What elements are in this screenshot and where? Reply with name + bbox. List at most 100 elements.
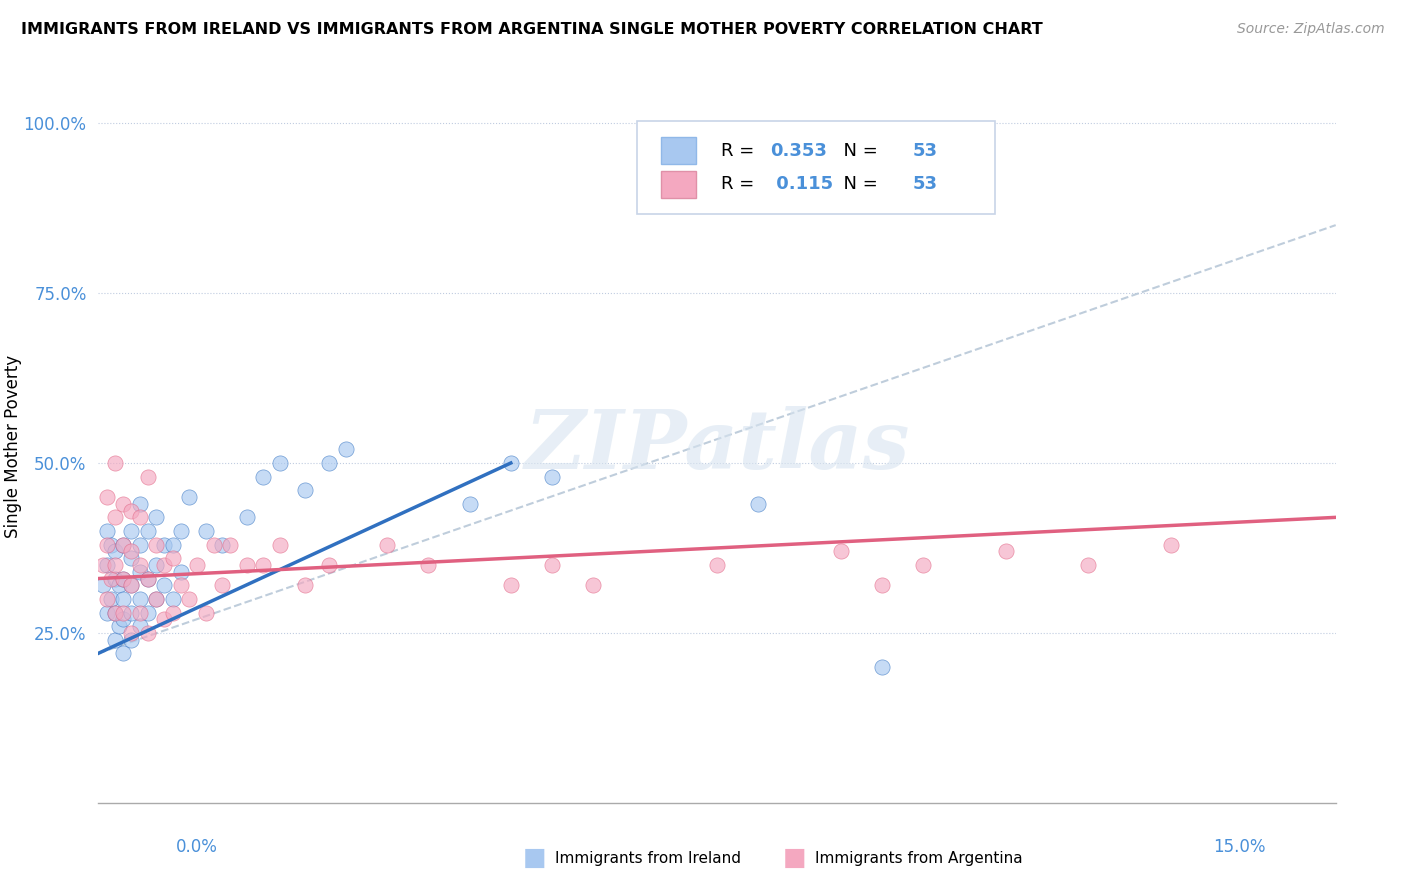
Point bbox=[120, 551, 142, 566]
Point bbox=[582, 578, 605, 592]
Point bbox=[128, 497, 150, 511]
Point bbox=[120, 626, 142, 640]
Point bbox=[236, 558, 259, 572]
Point bbox=[136, 572, 159, 586]
Point bbox=[145, 558, 167, 572]
Point bbox=[136, 524, 159, 538]
Point bbox=[136, 626, 159, 640]
Point bbox=[499, 456, 522, 470]
Point bbox=[104, 456, 127, 470]
Point bbox=[112, 646, 135, 660]
Point bbox=[128, 558, 150, 572]
Point bbox=[120, 578, 142, 592]
Point bbox=[120, 503, 142, 517]
Point bbox=[96, 606, 118, 620]
Point bbox=[211, 578, 233, 592]
Point bbox=[112, 572, 135, 586]
Point bbox=[870, 660, 893, 674]
Point bbox=[541, 558, 564, 572]
Point bbox=[186, 558, 208, 572]
Point bbox=[211, 537, 233, 551]
Point bbox=[162, 551, 184, 566]
Point bbox=[318, 456, 340, 470]
Text: 53: 53 bbox=[912, 175, 938, 193]
Point bbox=[375, 537, 398, 551]
Point bbox=[170, 578, 193, 592]
Text: 0.0%: 0.0% bbox=[176, 838, 218, 856]
Point bbox=[100, 537, 122, 551]
Point bbox=[145, 510, 167, 524]
Point bbox=[236, 510, 259, 524]
Point bbox=[170, 524, 193, 538]
Point bbox=[294, 483, 316, 498]
Point bbox=[136, 469, 159, 483]
Point bbox=[104, 510, 127, 524]
Point bbox=[112, 497, 135, 511]
Point bbox=[162, 606, 184, 620]
Point bbox=[153, 612, 176, 626]
Point bbox=[179, 591, 201, 606]
Point bbox=[100, 591, 122, 606]
Text: ■: ■ bbox=[523, 847, 546, 870]
Point bbox=[747, 497, 769, 511]
Text: R =: R = bbox=[721, 175, 759, 193]
Point bbox=[112, 572, 135, 586]
Point bbox=[128, 591, 150, 606]
Point bbox=[108, 619, 131, 633]
Point bbox=[120, 632, 142, 647]
Point bbox=[170, 565, 193, 579]
Point bbox=[96, 490, 118, 504]
Point bbox=[145, 591, 167, 606]
Point bbox=[252, 558, 274, 572]
Point bbox=[870, 578, 893, 592]
Point bbox=[96, 524, 118, 538]
Text: Immigrants from Ireland: Immigrants from Ireland bbox=[555, 851, 741, 865]
Point bbox=[120, 578, 142, 592]
Point bbox=[136, 572, 159, 586]
Point bbox=[112, 612, 135, 626]
Point bbox=[153, 578, 176, 592]
Text: Immigrants from Argentina: Immigrants from Argentina bbox=[815, 851, 1024, 865]
Point bbox=[269, 456, 291, 470]
Point bbox=[418, 558, 440, 572]
Point bbox=[120, 606, 142, 620]
Point bbox=[194, 524, 217, 538]
Text: 0.353: 0.353 bbox=[770, 142, 827, 160]
FancyBboxPatch shape bbox=[661, 170, 696, 198]
Point bbox=[96, 537, 118, 551]
Point bbox=[120, 544, 142, 558]
Point bbox=[104, 632, 127, 647]
Point bbox=[128, 565, 150, 579]
Point bbox=[179, 490, 201, 504]
Point bbox=[96, 591, 118, 606]
Point bbox=[145, 537, 167, 551]
FancyBboxPatch shape bbox=[637, 121, 995, 214]
Point bbox=[269, 537, 291, 551]
Text: 15.0%: 15.0% bbox=[1213, 838, 1265, 856]
Point bbox=[96, 558, 118, 572]
Y-axis label: Single Mother Poverty: Single Mother Poverty bbox=[3, 354, 21, 538]
Point bbox=[112, 606, 135, 620]
Point bbox=[994, 544, 1017, 558]
Text: N =: N = bbox=[832, 175, 883, 193]
Text: IMMIGRANTS FROM IRELAND VS IMMIGRANTS FROM ARGENTINA SINGLE MOTHER POVERTY CORRE: IMMIGRANTS FROM IRELAND VS IMMIGRANTS FR… bbox=[21, 22, 1043, 37]
Point bbox=[499, 578, 522, 592]
Point bbox=[104, 572, 127, 586]
Point bbox=[120, 524, 142, 538]
Point bbox=[128, 619, 150, 633]
Text: N =: N = bbox=[832, 142, 883, 160]
Point bbox=[458, 497, 481, 511]
Point bbox=[194, 606, 217, 620]
Point bbox=[91, 578, 114, 592]
Point bbox=[104, 558, 127, 572]
Point bbox=[108, 578, 131, 592]
Point bbox=[162, 591, 184, 606]
Point bbox=[162, 537, 184, 551]
Text: ■: ■ bbox=[783, 847, 806, 870]
Text: 0.115: 0.115 bbox=[770, 175, 834, 193]
Text: Source: ZipAtlas.com: Source: ZipAtlas.com bbox=[1237, 22, 1385, 37]
FancyBboxPatch shape bbox=[661, 137, 696, 164]
Point bbox=[318, 558, 340, 572]
Point bbox=[706, 558, 728, 572]
Point bbox=[219, 537, 242, 551]
